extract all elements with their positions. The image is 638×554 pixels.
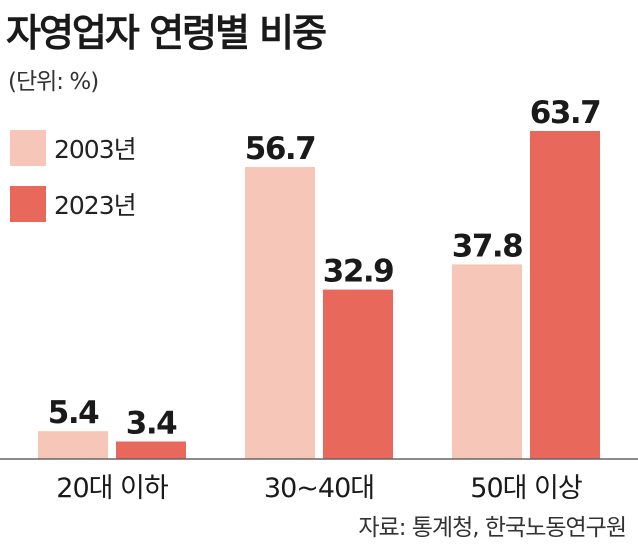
bar-2023-2 — [530, 131, 600, 459]
category-label-1: 30~40대 — [264, 473, 374, 504]
category-label-2: 50대 이상 — [470, 473, 582, 504]
legend-item-2023: 2023년 — [10, 186, 137, 222]
category-label-0: 20대 이하 — [56, 473, 169, 504]
chart-title: 자영업자 연령별 비중 — [6, 11, 327, 55]
legend-label-2023: 2023년 — [54, 191, 137, 220]
value-label-2023-2: 63.7 — [530, 95, 601, 131]
legend-swatch-2023 — [10, 186, 46, 222]
value-label-2003-2: 37.8 — [452, 228, 523, 264]
unit-note: (단위: %) — [8, 69, 99, 95]
bar-2003-1 — [245, 167, 315, 460]
legend-swatch-2003 — [10, 130, 46, 166]
value-label-2023-0: 3.4 — [126, 405, 177, 441]
bar-2003-0 — [38, 431, 108, 459]
value-label-2023-1: 32.9 — [323, 254, 394, 290]
value-label-2003-0: 5.4 — [48, 395, 99, 431]
bar-2023-1 — [323, 289, 393, 459]
legend: 2003년 2023년 — [10, 130, 137, 242]
bar-2023-0 — [116, 441, 186, 459]
legend-label-2003: 2003년 — [54, 135, 137, 164]
legend-item-2003: 2003년 — [10, 130, 137, 166]
value-label-2003-1: 56.7 — [245, 131, 316, 167]
bar-2003-2 — [452, 264, 522, 459]
source-note: 자료: 통계청, 한국노동연구원 — [358, 515, 627, 541]
